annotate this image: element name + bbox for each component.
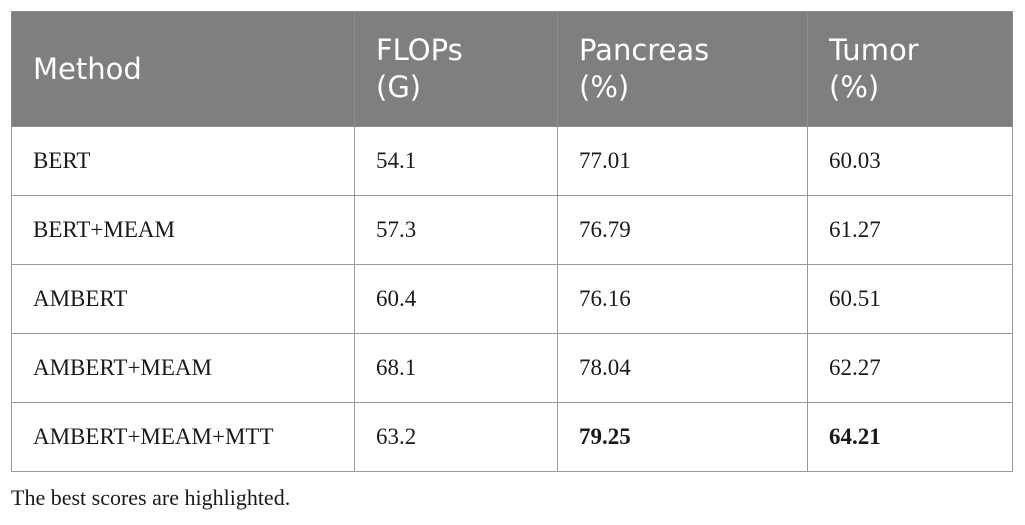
results-table: Method FLOPs (G) Pancreas (%) Tumor (%) … [11,11,1013,472]
cell-pancreas: 76.16 [557,264,808,334]
header-flops-unit: (G) [376,70,422,104]
header-pancreas-unit: (%) [579,70,630,104]
cell-pancreas: 78.04 [557,333,808,403]
header-tumor: Tumor (%) [807,11,1013,127]
table-header-row: Method FLOPs (G) Pancreas (%) Tumor (%) [11,11,1013,127]
cell-pancreas: 76.79 [557,195,808,265]
table-row: AMBERT+MEAM 68.1 78.04 62.27 [11,333,1013,403]
cell-tumor: 60.51 [807,264,1013,334]
cell-method: AMBERT [11,264,355,334]
header-tumor-unit: (%) [829,70,880,104]
cell-tumor: 61.27 [807,195,1013,265]
cell-method: AMBERT+MEAM [11,333,355,403]
cell-tumor: 60.03 [807,126,1013,196]
header-flops-label: FLOPs [376,33,463,67]
cell-flops: 63.2 [354,402,558,472]
header-flops: FLOPs (G) [354,11,558,127]
cell-method: AMBERT+MEAM+MTT [11,402,355,472]
cell-tumor-best: 64.21 [807,402,1013,472]
table-footnote: The best scores are highlighted. [11,485,291,510]
table-row: AMBERT+MEAM+MTT 63.2 79.25 64.21 [11,402,1013,472]
header-tumor-label: Tumor [829,33,919,67]
cell-method: BERT+MEAM [11,195,355,265]
cell-pancreas: 77.01 [557,126,808,196]
cell-tumor: 62.27 [807,333,1013,403]
header-method: Method [11,11,355,127]
cell-flops: 54.1 [354,126,558,196]
cell-flops: 57.3 [354,195,558,265]
table-row: AMBERT 60.4 76.16 60.51 [11,264,1013,334]
cell-method: BERT [11,126,355,196]
cell-pancreas-best: 79.25 [557,402,808,472]
header-method-label: Method [33,51,142,86]
header-pancreas-label: Pancreas [579,33,710,67]
table-row: BERT+MEAM 57.3 76.79 61.27 [11,195,1013,265]
cell-flops: 68.1 [354,333,558,403]
cell-flops: 60.4 [354,264,558,334]
table-row: BERT 54.1 77.01 60.03 [11,126,1013,196]
header-pancreas: Pancreas (%) [557,11,808,127]
